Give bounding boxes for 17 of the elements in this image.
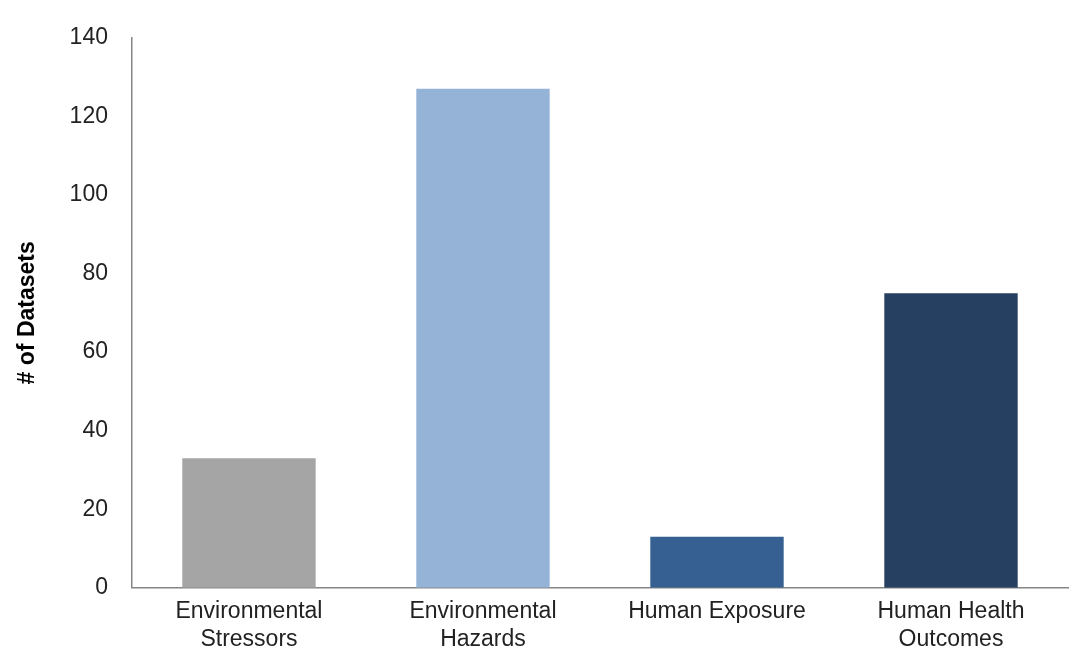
bar [182, 458, 316, 588]
y-tick-label: 40 [82, 416, 108, 442]
y-axis-title: # of Datasets [13, 241, 40, 385]
x-tick-label: Environmental Hazards [409, 596, 557, 651]
y-tick-label: 0 [95, 573, 108, 600]
y-tick-label: 20 [82, 494, 108, 521]
y-tick-label: 140 [69, 23, 108, 50]
y-tick-label: 100 [69, 180, 108, 207]
x-tick-label: Environmental Stressors [175, 596, 323, 651]
bar [650, 536, 784, 588]
y-tick-label: 120 [69, 101, 108, 128]
bar [416, 88, 550, 588]
x-tick-label: Human Exposure [628, 596, 806, 623]
y-tick-label: 80 [82, 258, 108, 285]
bar [884, 293, 1018, 588]
x-tick-label: Human Health Outcomes [877, 596, 1025, 651]
y-tick-label: 60 [82, 337, 108, 364]
